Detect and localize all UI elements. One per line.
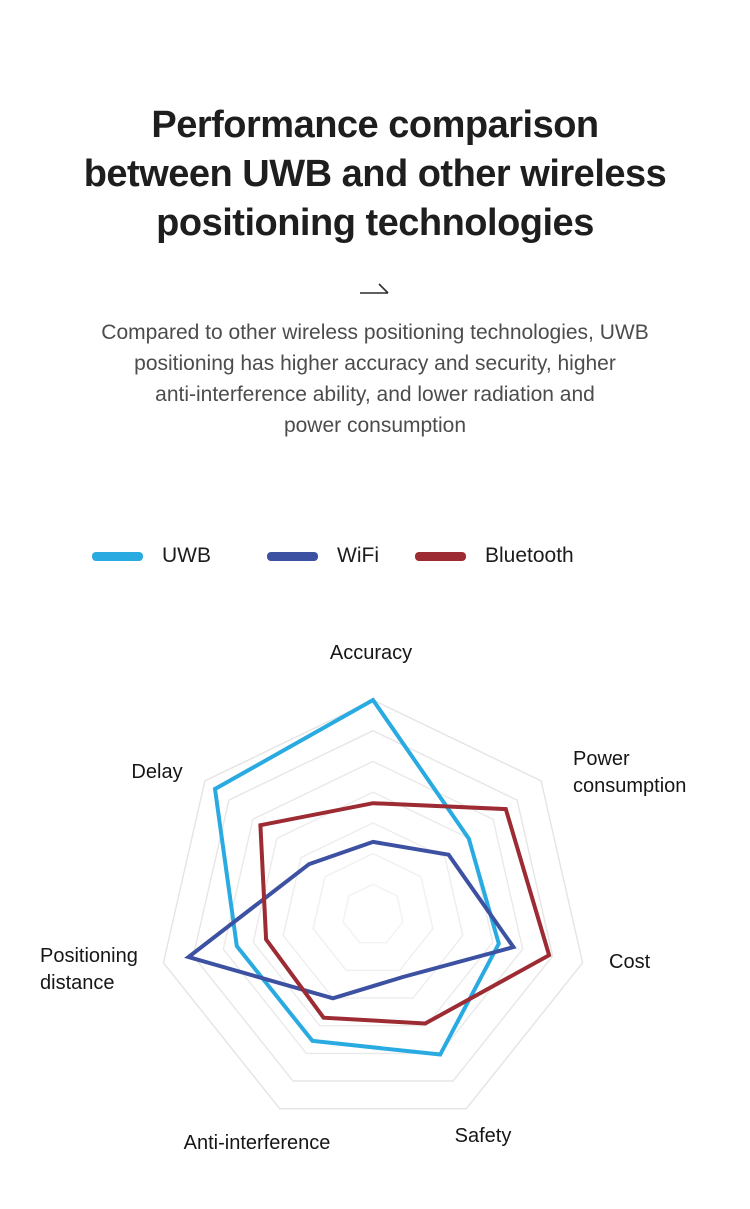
grid-ring [312,852,434,971]
text-line: anti-interference ability, and lower rad… [155,383,595,406]
series-polygon-uwb [212,697,501,1057]
text-line: positioning technologies [156,202,594,244]
legend-item-uwb[interactable]: UWB [92,540,211,572]
legend-item-bluetooth[interactable]: Bluetooth [415,540,574,572]
legend-label-uwb: UWB [162,544,211,567]
series-polygon-bluetooth [258,801,552,1026]
bluetooth-series-swatch-icon [415,551,466,561]
series-polygon-wifi [184,839,517,1001]
text-line: positioning has higher accuracy and secu… [134,352,616,375]
text-line: Compared to other wireless positioning t… [101,321,649,344]
chart-legend: UWB WiFi Bluetooth [0,540,750,572]
axis-label-accuracy: Accuracy [329,642,413,664]
text-line: power consumption [283,414,467,437]
right-arrow-icon [358,280,392,296]
grid-ring [162,699,584,1110]
axis-label-cost: Cost [609,951,651,973]
page-subtitle: Compared to other wireless positioning t… [50,317,700,441]
grid-ring [222,760,524,1055]
axis-label-power-consumption: Power consumption [573,748,687,797]
grid-ring [192,729,554,1082]
axis-label-safety: Safety [454,1125,512,1147]
grid-ring [342,883,404,944]
legend-label-wifi: WiFi [337,544,379,567]
legend-label-bluetooth: Bluetooth [485,544,574,567]
axis-label-anti-interference: Anti-interference [183,1132,331,1154]
axis-label-delay: Delay [131,761,183,783]
radar-chart-canvas [162,697,584,1110]
wifi-series-swatch-icon [267,551,318,561]
text-line: between UWB and other wireless [83,153,667,195]
axis-label-positioning-distance: Positioning distance [40,945,138,994]
uwb-series-swatch-icon [92,551,143,561]
text-line: Performance comparison [151,104,599,146]
legend-item-wifi[interactable]: WiFi [267,540,379,572]
grid-ring [282,822,464,999]
radar-chart: Accuracy Power consumption Cost Safety A… [0,620,750,1209]
page-title: Performance comparison between UWB and ot… [45,101,705,248]
